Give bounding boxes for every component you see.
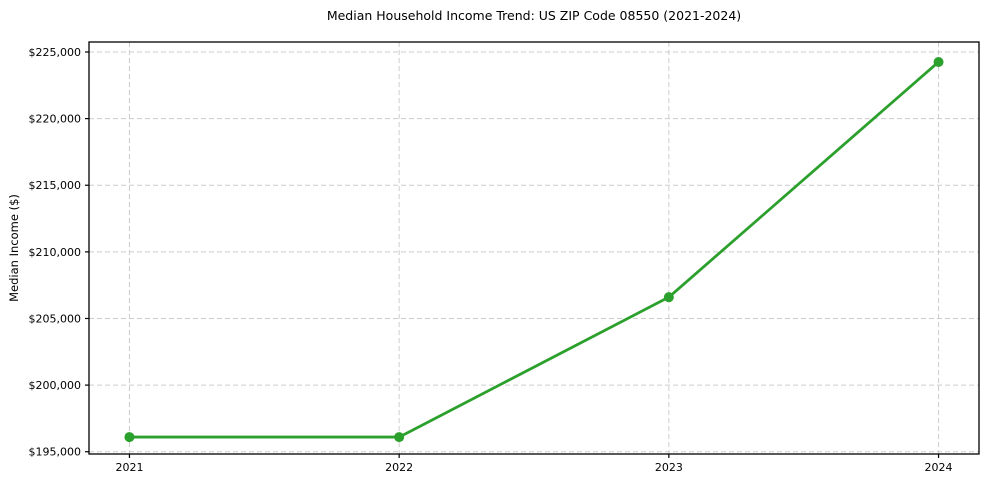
y-tick-label: $225,000 — [29, 46, 82, 59]
axes-spines — [88, 41, 980, 455]
y-tick-label: $200,000 — [29, 379, 82, 392]
y-tick-label: $205,000 — [29, 312, 82, 325]
income-trend-line — [128, 60, 940, 439]
data-point-2024 — [933, 56, 944, 67]
y-tick-label: $195,000 — [29, 446, 82, 459]
data-point-2021 — [124, 432, 135, 443]
x-tick-label: 2024 — [925, 461, 953, 474]
y-tick-label: $220,000 — [29, 113, 82, 126]
y-tick-label: $215,000 — [29, 179, 82, 192]
chart-title: Median Household Income Trend: US ZIP Co… — [326, 8, 742, 23]
data-point-2023 — [663, 292, 674, 303]
x-tick-label: 2021 — [115, 461, 143, 474]
y-tick-label: $210,000 — [29, 246, 82, 259]
x-tick-label: 2023 — [655, 461, 683, 474]
x-tick-label: 2022 — [385, 461, 413, 474]
data-point-2022 — [394, 432, 405, 443]
